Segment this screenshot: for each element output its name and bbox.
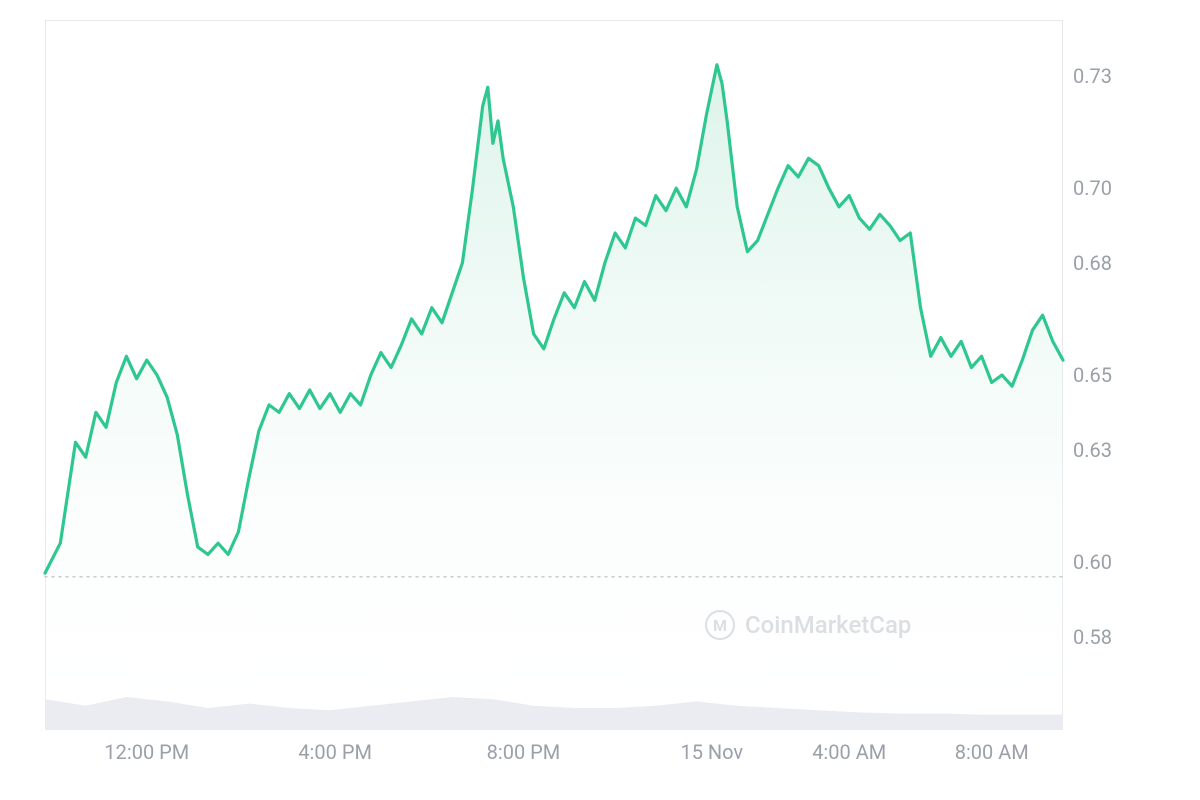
coinmarketcap-icon: M [705, 610, 735, 640]
x-axis-labels: 12:00 PM 4:00 PM 8:00 PM 15 Nov 4:00 AM 8:00 … [45, 740, 1063, 770]
y-tick-label: 0.60 [1073, 550, 1112, 574]
y-tick-label: 0.65 [1073, 363, 1112, 387]
y-tick-label: 0.70 [1073, 176, 1112, 200]
watermark-text: CoinMarketCap [745, 611, 911, 639]
y-tick-label: 0.63 [1073, 438, 1112, 462]
x-tick-label: 8:00 AM [955, 740, 1029, 764]
x-tick-label: 8:00 PM [487, 740, 561, 764]
x-tick-label: 4:00 AM [812, 740, 886, 764]
y-tick-label: 0.58 [1073, 625, 1112, 649]
y-tick-label: 0.73 [1073, 64, 1112, 88]
y-tick-label: 0.68 [1073, 251, 1112, 275]
watermark-icon-letter: M [713, 616, 727, 635]
price-chart: M CoinMarketCap 0.73 0.70 0.68 0.65 0.63 0.60… [45, 20, 1155, 760]
y-axis-labels: 0.73 0.70 0.68 0.65 0.63 0.60 0.58 [1073, 20, 1143, 730]
watermark: M CoinMarketCap [705, 610, 911, 640]
x-tick-label: 4:00 PM [298, 740, 372, 764]
x-tick-label: 12:00 PM [104, 740, 189, 764]
x-tick-label: 15 Nov [680, 740, 743, 764]
